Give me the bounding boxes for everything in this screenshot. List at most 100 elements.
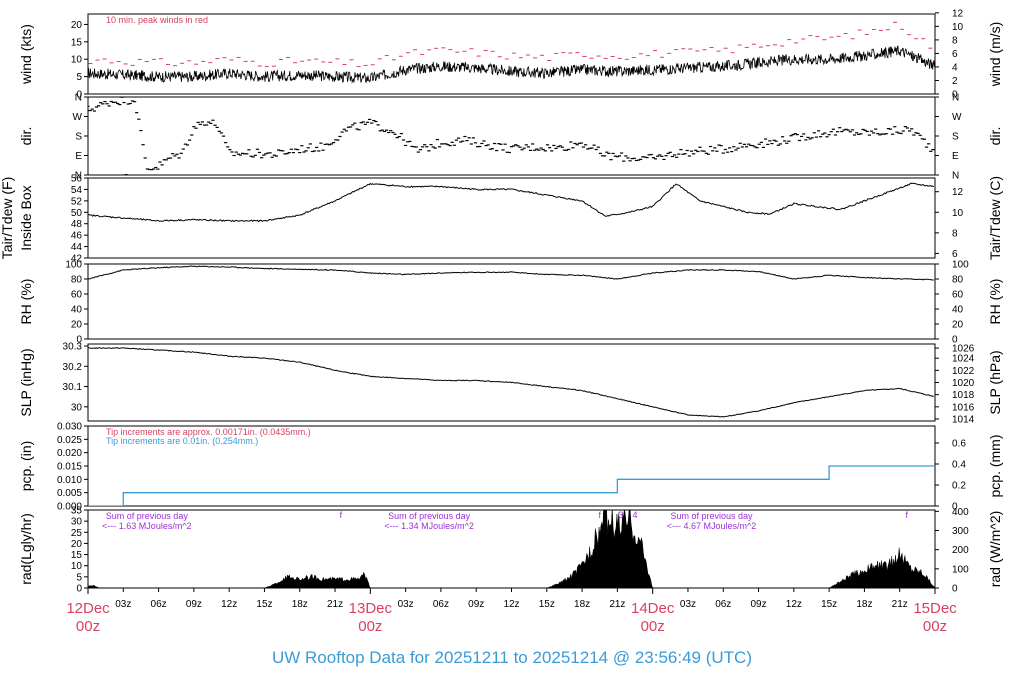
panel-precipitation: 0.000 0.005 0.010 0.015 0.020 0.025 0.030 0 0.2 0… [18, 422, 1003, 513]
rad-flag: 3 [618, 510, 623, 520]
y-tick-label: 0.030 [57, 422, 82, 433]
y-tick-label: 35 [71, 506, 83, 517]
y-right-tick-label: 0.2 [952, 481, 966, 492]
rad-flag: f [598, 510, 601, 520]
y-right-tick-label: 1026 [952, 344, 975, 355]
y-tick-label: 30 [71, 402, 83, 413]
x-tick-label: 06z [151, 599, 167, 610]
y-axis-title: rad(Lgly/hr) [18, 513, 34, 585]
x-tick-label: 03z [398, 599, 414, 610]
y-right-tick-label: 80 [952, 275, 964, 286]
x-tick-label: 12z [786, 599, 802, 610]
y-right-tick-label: 10 [952, 22, 964, 33]
y-tick-label: 42 [71, 254, 83, 265]
y-right-tick-label: N [952, 171, 959, 182]
y-tick-label: 0 [76, 335, 82, 346]
x-tick-label: 18z [574, 599, 590, 610]
y-tick-label: 0.000 [57, 502, 82, 513]
plot-area [88, 347, 934, 418]
y-axis-title: pcp. (in) [18, 441, 34, 492]
y-right-tick-label: 200 [952, 545, 969, 556]
x-date-time: 00z [358, 618, 382, 635]
y-axis-right-title: pcp. (mm) [987, 435, 1003, 498]
y-tick-label: 54 [71, 185, 83, 196]
panel-frame [87, 509, 936, 589]
y-tick-label: S [75, 132, 82, 143]
panel-frame [87, 263, 936, 340]
panel-sea-level-pressure: 30 30.1 30.2 30.3 10141016101810201022102410… [18, 342, 1003, 426]
y-axis-right-title: rad (W/m^2) [987, 511, 1003, 588]
y-tick-label: E [75, 151, 82, 162]
plot-area [88, 21, 935, 84]
y-tick-label: 48 [71, 219, 83, 230]
y-tick-label: 5 [76, 572, 82, 583]
panel-frame [87, 177, 936, 259]
y-axis-right-title: SLP (hPa) [987, 350, 1003, 414]
y-right-tick-label: 6 [952, 49, 958, 60]
y-tick-label: 52 [71, 196, 83, 207]
y-right-tick-label: 12 [952, 8, 964, 19]
y-right-tick-label: W [952, 112, 962, 123]
x-tick-label: 21z [892, 599, 908, 610]
plot-area [88, 97, 935, 175]
y-right-tick-label: 10 [952, 208, 964, 219]
y-tick-label: 56 [71, 174, 83, 185]
x-tick-label: 21z [327, 599, 343, 610]
y-right-tick-label: 0 [952, 502, 958, 513]
y-tick-label: 30.2 [63, 362, 83, 373]
y-tick-label: 15 [71, 37, 83, 48]
y-tick-label: 0.005 [57, 488, 82, 499]
panel-frame [87, 13, 936, 95]
y-right-tick-label: 6 [952, 249, 958, 260]
plot-area [88, 182, 935, 223]
y-tick-label: 15 [71, 550, 83, 561]
rad-flag: 4 [633, 510, 638, 520]
y-right-tick-label: 60 [952, 290, 964, 301]
series-line [88, 347, 934, 418]
panel-wind: 0 5 10 15 20 0 2 4 6 8 10 12 wind (kts) wind (m/s) 10 … [18, 8, 1003, 100]
series-line [88, 265, 934, 281]
y-tick-label: 0.015 [57, 462, 82, 473]
y-axis-outer-title: Tair/Tdew (F) [0, 177, 15, 259]
x-date-label: 13Dec [349, 600, 393, 617]
panel-frame [87, 96, 936, 176]
y-axis-right-title: RH (%) [987, 279, 1003, 325]
y-right-tick-label: 1022 [952, 366, 975, 377]
y-right-tick-label: 0 [952, 584, 958, 595]
y-tick-label: N [75, 171, 82, 182]
y-tick-label: 10 [71, 561, 83, 572]
y-tick-label: 5 [76, 72, 82, 83]
y-tick-label: W [73, 112, 83, 123]
y-tick-label: 0.025 [57, 435, 82, 446]
x-tick-label: 06z [433, 599, 449, 610]
precip-tip-note-1: Tip increments are approx. 0.00171in. (0… [106, 427, 311, 437]
rad-sum-value: <--- 1.34 MJoules/m^2 [384, 521, 474, 531]
x-tick-label: 18z [292, 599, 308, 610]
rad-sum-label: Sum of previous day [670, 511, 753, 521]
y-right-tick-label: 1016 [952, 402, 975, 413]
x-date-time: 00z [923, 618, 947, 635]
y-tick-label: 44 [71, 242, 83, 253]
y-axis-right-title: Tair/Tdew (C) [987, 176, 1003, 260]
x-tick-label: 15z [539, 599, 555, 610]
y-right-tick-label: 12 [952, 187, 964, 198]
y-right-tick-label: 0 [952, 335, 958, 346]
y-axis-title: Inside Box [18, 185, 34, 250]
y-tick-label: 30.3 [63, 342, 83, 353]
y-tick-label: 50 [71, 208, 83, 219]
y-right-tick-label: 1024 [952, 354, 975, 365]
y-right-tick-label: 4 [952, 62, 958, 73]
y-right-tick-label: 1020 [952, 378, 975, 389]
y-right-tick-label: E [952, 151, 959, 162]
y-tick-label: 0.020 [57, 448, 82, 459]
x-tick-label: 12z [503, 599, 519, 610]
precip-step-line [88, 465, 935, 506]
y-right-tick-label: 8 [952, 228, 958, 239]
x-date-time: 00z [76, 618, 100, 635]
rad-flag: f [906, 510, 909, 520]
y-right-tick-label: 0.6 [952, 439, 966, 450]
x-tick-label: 21z [609, 599, 625, 610]
y-tick-label: 0.010 [57, 475, 82, 486]
